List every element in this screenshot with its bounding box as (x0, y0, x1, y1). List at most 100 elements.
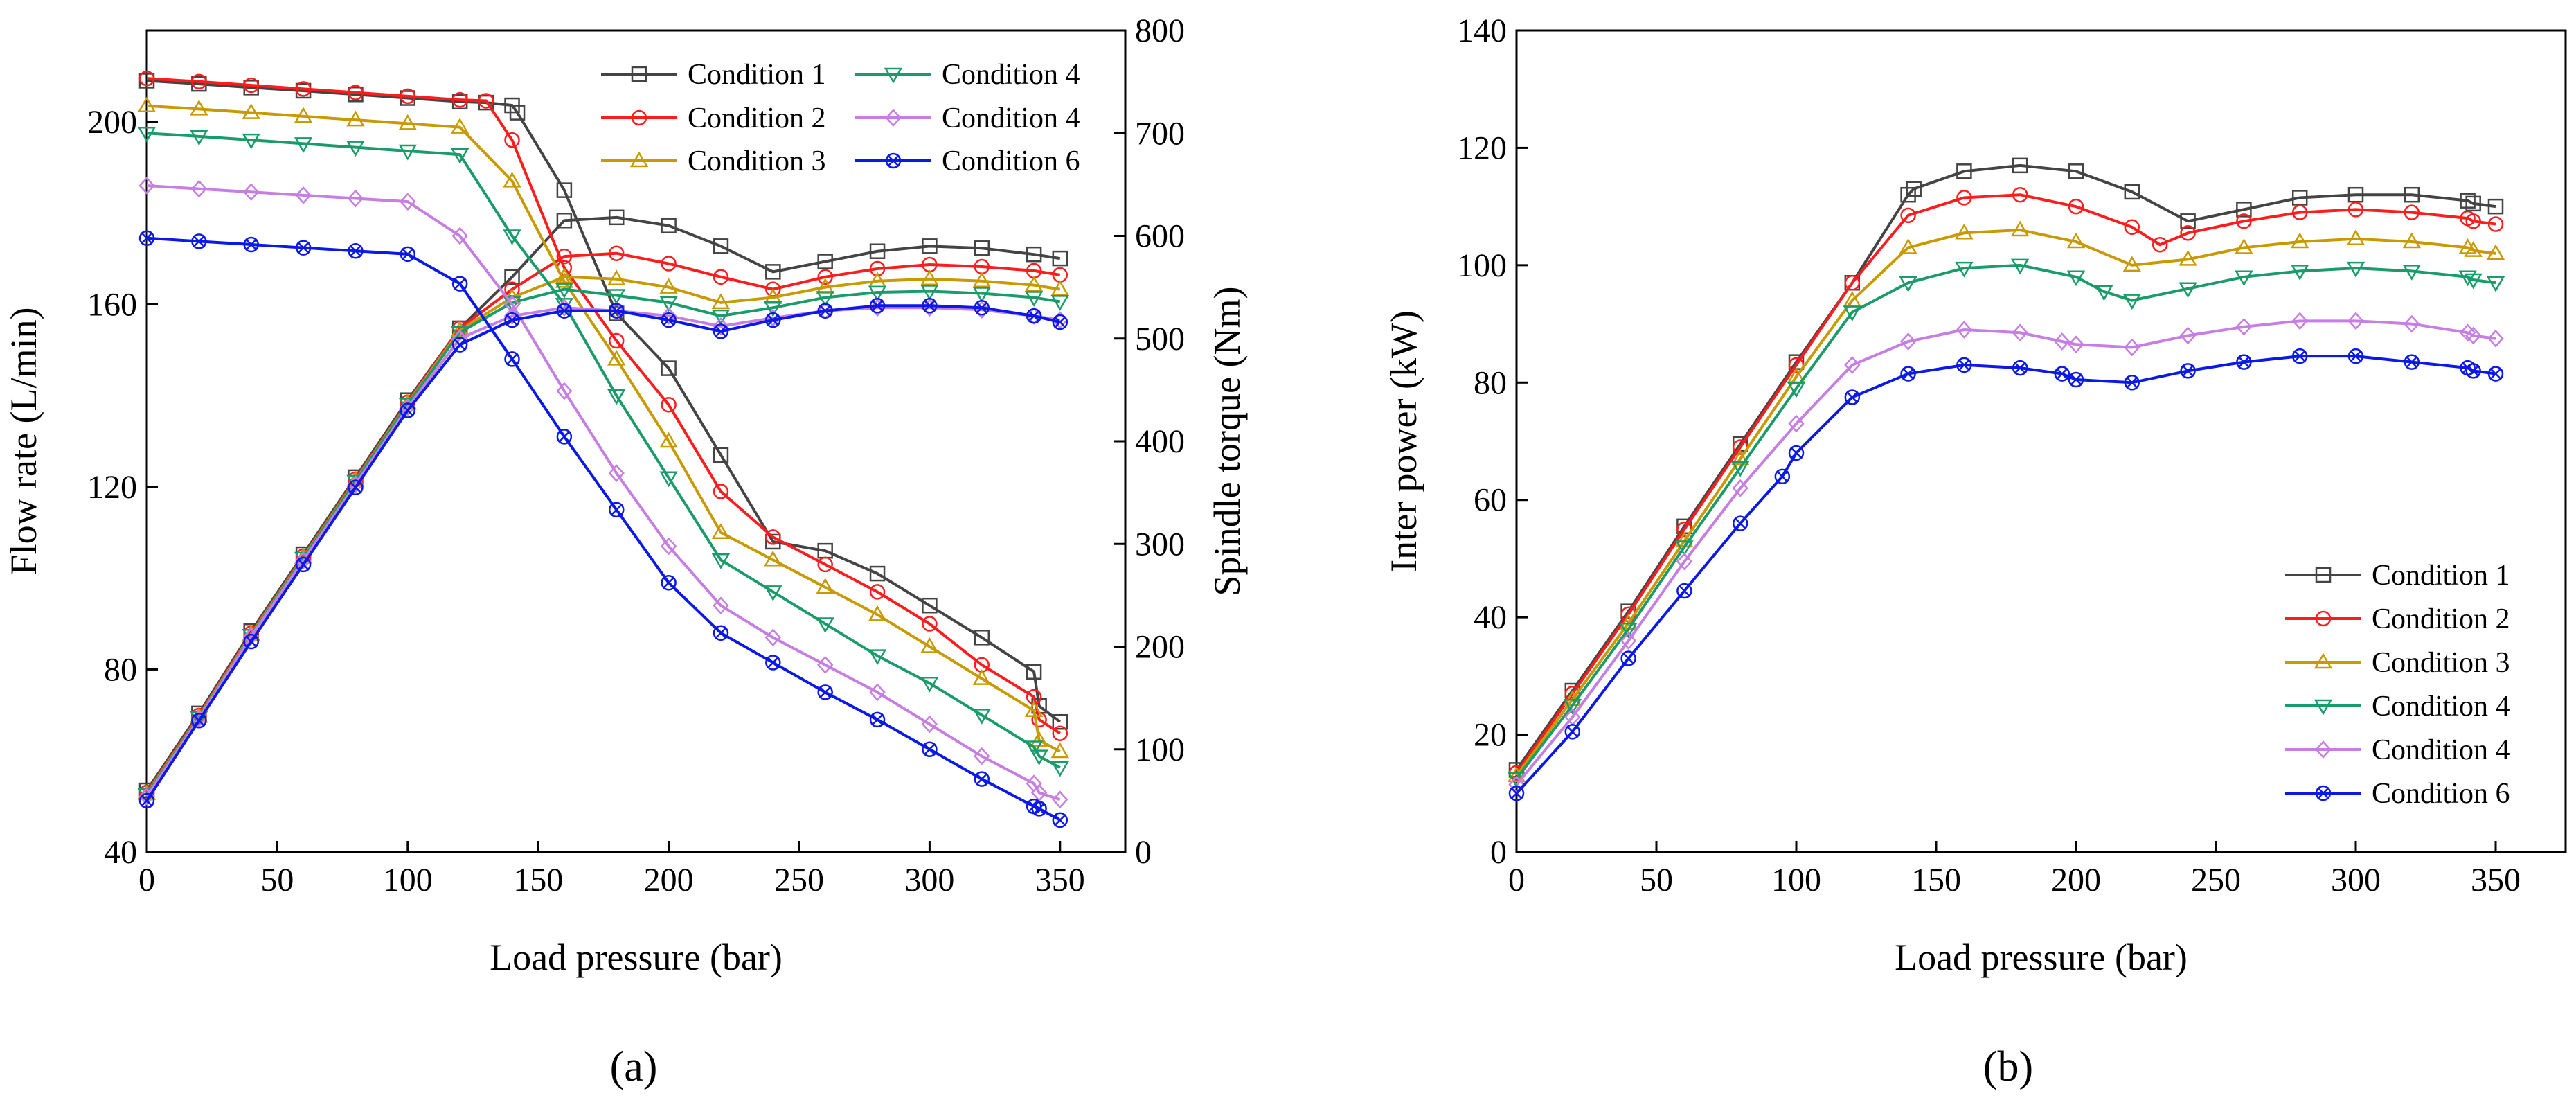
data-point (2235, 317, 2253, 336)
data-point (972, 669, 991, 685)
data-point (2235, 270, 2253, 287)
data-point-cross (349, 481, 362, 494)
y-tick-label: 40 (104, 834, 137, 871)
data-point-cross (557, 304, 571, 317)
data-point (2404, 354, 2420, 370)
y-axis-title: Inter power (kW) (1383, 310, 1424, 572)
data-point (922, 616, 938, 632)
series-condition-2 (1508, 186, 2504, 781)
data-point (243, 633, 259, 650)
data-point-ring (1508, 786, 1525, 801)
legend-entry: Condition 6 (855, 145, 1080, 177)
data-point (451, 91, 468, 108)
data-point (972, 272, 991, 287)
data-point (1052, 812, 1068, 828)
data-point-cross (349, 245, 362, 258)
data-point (2124, 184, 2140, 200)
legend-entry: Condition 2 (601, 103, 826, 134)
data-point-ring (713, 323, 729, 339)
data-point-cross (715, 626, 727, 639)
data-point (2486, 276, 2505, 292)
data-point (2066, 232, 2086, 249)
y2-tick-label: 100 (1135, 731, 1185, 768)
data-point (608, 464, 625, 482)
data-point-cross (1032, 802, 1046, 815)
data-point (920, 676, 939, 693)
data-point-cross (506, 314, 519, 326)
data-point-cross (297, 558, 310, 571)
data-point (1564, 724, 1581, 740)
data-point-ring (243, 236, 259, 253)
data-point-cross (2350, 350, 2362, 363)
legend-label: Condition 4 (2372, 734, 2510, 766)
data-point (868, 605, 887, 621)
data-point (1024, 291, 1044, 307)
data-point (922, 597, 938, 614)
series-line (146, 132, 1061, 769)
legend-marker (629, 151, 649, 168)
series-line (1515, 355, 2496, 795)
data-point (1052, 725, 1068, 741)
data-point (1732, 479, 1748, 497)
series-condition-2 (138, 70, 1068, 741)
data-point-ring (661, 312, 677, 328)
data-point (1731, 449, 1750, 465)
data-point (509, 105, 526, 121)
data-point (659, 432, 678, 448)
data-point (556, 382, 573, 400)
data-point (608, 209, 625, 226)
series-condition-2-torque (138, 245, 1068, 801)
legend-entry: Condition 4 (2285, 691, 2510, 722)
series-line (146, 79, 1062, 723)
data-point-ring (2180, 363, 2196, 379)
legend-label: Condition 2 (2372, 603, 2510, 635)
legend-entry: Condition 6 (2285, 778, 2510, 810)
data-point-cross (2070, 373, 2082, 386)
x-tick-label: 200 (644, 862, 694, 898)
data-point-cross (2055, 367, 2068, 380)
data-point (2460, 193, 2476, 209)
y2-tick-label: 600 (1135, 218, 1185, 255)
data-point (817, 303, 833, 319)
x-tick-label: 200 (2051, 862, 2101, 898)
data-point-cross (1958, 358, 1971, 371)
data-point (1024, 701, 1044, 717)
data-point-ring (556, 303, 573, 319)
data-point (398, 144, 417, 161)
data-point-ring (922, 741, 938, 757)
legend-marker (2314, 653, 2333, 669)
data-point-cross (662, 314, 675, 326)
data-point-ring (2347, 348, 2364, 364)
data-point-ring (191, 233, 207, 249)
data-point (2011, 258, 2030, 275)
series-line (146, 184, 1061, 801)
y-tick-label: 20 (1474, 717, 1507, 754)
series-line (1515, 193, 2496, 774)
legend-marker (2315, 567, 2332, 583)
x-tick-label: 150 (513, 862, 563, 898)
legend-label: Condition 6 (2372, 778, 2510, 810)
data-point (869, 584, 886, 600)
y2-tick-label: 0 (1135, 834, 1152, 871)
legend-marker (631, 66, 647, 82)
data-point-ring (2012, 360, 2028, 376)
data-point-cross (141, 794, 153, 807)
legend-marker (2315, 610, 2332, 627)
legend-entry: Condition 4 (2285, 734, 2510, 766)
data-point (2402, 232, 2421, 249)
data-point (868, 649, 887, 666)
data-point (868, 285, 887, 302)
data-point (1031, 801, 1047, 817)
data-point-ring (1031, 801, 1047, 817)
data-point-cross (244, 238, 258, 251)
data-point (556, 429, 573, 445)
data-point (713, 447, 729, 463)
legend-label: Condition 4 (942, 103, 1080, 134)
data-point (974, 300, 990, 316)
series-line (1515, 263, 2496, 780)
data-point (2346, 261, 2365, 278)
data-point (816, 617, 834, 634)
data-point (713, 484, 729, 499)
legend-label: Condition 4 (2372, 691, 2510, 722)
data-point (295, 81, 312, 97)
